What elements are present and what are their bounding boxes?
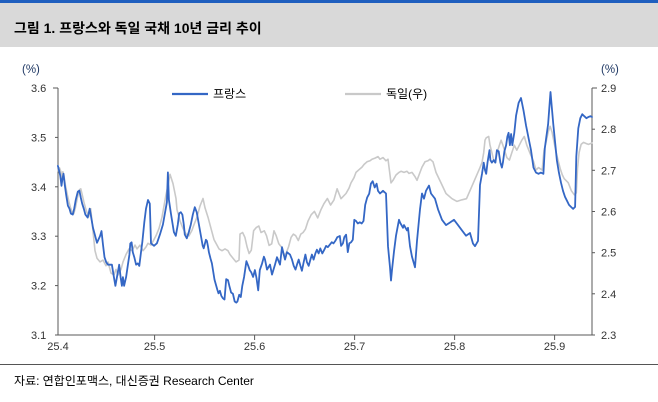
svg-text:독일(우): 독일(우)	[386, 87, 427, 101]
svg-text:3.3: 3.3	[31, 231, 46, 243]
svg-text:25.9: 25.9	[544, 341, 565, 353]
svg-text:25.6: 25.6	[244, 341, 265, 353]
svg-text:프랑스: 프랑스	[213, 87, 246, 101]
svg-text:2.7: 2.7	[601, 165, 616, 177]
svg-text:3.2: 3.2	[31, 281, 46, 293]
svg-text:25.8: 25.8	[444, 341, 465, 353]
svg-text:25.5: 25.5	[144, 341, 165, 353]
svg-text:2.8: 2.8	[601, 124, 616, 136]
svg-text:2.6: 2.6	[601, 207, 616, 219]
svg-text:25.4: 25.4	[47, 341, 68, 353]
svg-text:3.5: 3.5	[31, 132, 46, 144]
svg-text:2.3: 2.3	[601, 330, 616, 342]
svg-text:3.1: 3.1	[31, 330, 46, 342]
svg-text:3.6: 3.6	[31, 83, 46, 95]
svg-text:(%): (%)	[22, 64, 40, 76]
svg-text:25.7: 25.7	[344, 341, 365, 353]
svg-text:3.4: 3.4	[31, 182, 46, 194]
svg-text:2.9: 2.9	[601, 83, 616, 95]
svg-text:2.4: 2.4	[601, 289, 616, 301]
svg-text:2.5: 2.5	[601, 248, 616, 260]
svg-text:(%): (%)	[601, 64, 619, 76]
